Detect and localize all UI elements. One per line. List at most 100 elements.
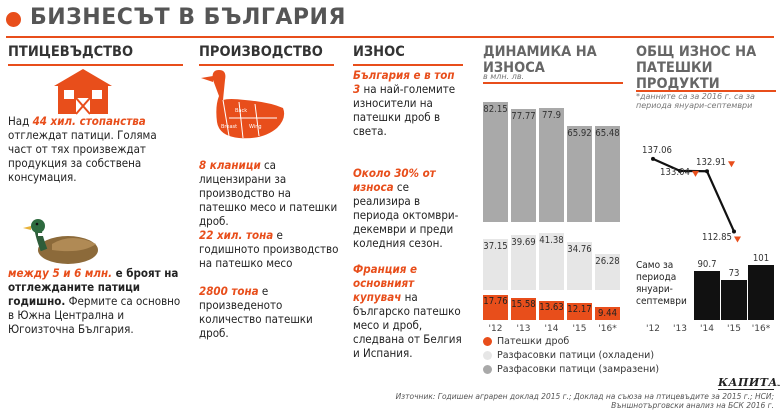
value-label: 34.76 xyxy=(567,244,592,256)
bar xyxy=(483,295,508,320)
duck-icon xyxy=(23,219,98,264)
col-heading-export: ИЗНОС xyxy=(353,44,405,60)
legend-item: Разфасовки патици (охладени) xyxy=(483,350,659,361)
value-label: 39.69 xyxy=(511,237,536,249)
logo-rule xyxy=(718,389,774,390)
value-label: 77.9 xyxy=(541,110,562,122)
line-value-label: 112.85 xyxy=(702,232,732,244)
x-tick-label: '16* xyxy=(598,324,617,334)
header-rule xyxy=(6,36,774,38)
header-dot xyxy=(6,12,21,27)
value-label: 17.76 xyxy=(483,296,508,308)
bar xyxy=(595,306,620,320)
source-note: Източник: Годишен аграрен доклад 2015 г.… xyxy=(395,392,774,410)
x-tick-label: '15 xyxy=(572,324,587,334)
bar xyxy=(748,264,774,320)
bar xyxy=(721,280,747,320)
col-underline xyxy=(483,82,623,84)
col-underline xyxy=(8,64,183,66)
liver-production-text: 2800 тона е произведеното количество пат… xyxy=(199,284,313,340)
duck-count-text: между 5 и 6 млн. е броят на отглежданите… xyxy=(8,266,181,336)
chart2-subtitle: *данните са за 2016 г. са за периода яну… xyxy=(636,92,755,110)
col-underline xyxy=(353,64,463,66)
bar xyxy=(595,126,620,222)
line-value-label: 132.91 xyxy=(696,157,726,169)
value-label: 12.17 xyxy=(567,303,592,315)
duck-cuts-icon: Back Breast Wing xyxy=(201,70,285,139)
chart1-legend: Патешки дроб Разфасовки патици (охладени… xyxy=(483,336,659,375)
x-tick-label: '16* xyxy=(751,324,771,334)
legend-item: Патешки дроб xyxy=(483,336,659,347)
legend-swatch xyxy=(483,337,492,346)
col-underline xyxy=(199,64,334,66)
line-point xyxy=(678,168,682,173)
bar xyxy=(539,232,564,290)
x-tick-label: '14 xyxy=(700,324,714,334)
line-value-label: 133.04 xyxy=(660,166,690,178)
line-plot xyxy=(651,156,741,243)
value-label: 41.38 xyxy=(539,234,564,246)
capital-logo: КАПИТАЛ xyxy=(718,376,780,389)
bar xyxy=(595,253,620,290)
col-underline xyxy=(636,90,776,92)
x-tick-label: '13 xyxy=(516,324,531,334)
legend-label: Патешки дроб xyxy=(497,336,570,347)
decline-marker xyxy=(692,170,699,177)
bar-value-label: 101 xyxy=(752,252,770,264)
bar xyxy=(511,298,536,320)
x-tick-label: '12 xyxy=(646,324,660,334)
value-label: 82.15 xyxy=(483,104,508,116)
bar xyxy=(539,108,564,222)
export-buyers-text: Франция е основният купувач на българско… xyxy=(353,262,462,360)
export-dynamics-chart: 17.76 37.15 82.15 '12 15.58 39.69 77.77 '13 13.6… xyxy=(483,82,628,342)
line-point xyxy=(651,156,655,161)
x-tick-label: '12 xyxy=(488,324,503,334)
duck-cut-label: Breast xyxy=(221,124,237,130)
barn-icon xyxy=(54,69,112,115)
decline-marker xyxy=(728,161,735,168)
bar xyxy=(567,242,592,290)
bar xyxy=(483,238,508,290)
slaughterhouses-text: 8 кланици са лицензирани за производство… xyxy=(199,158,338,228)
bar xyxy=(539,300,564,320)
legend-label: Разфасовки патици (замразени) xyxy=(497,364,660,375)
col-heading-production: ПРОИЗВОДСТВО xyxy=(199,44,323,60)
bar xyxy=(694,270,720,320)
value-label: 37.15 xyxy=(483,240,508,252)
value-label: 26.28 xyxy=(595,255,620,267)
value-label: 15.58 xyxy=(511,299,536,311)
value-label: 13.63 xyxy=(539,301,564,313)
x-tick-label: '14 xyxy=(544,324,559,334)
bar xyxy=(511,235,536,290)
chart2-title: ОБЩ ИЗНОС НА ПАТЕШКИ ПРОДУКТИ xyxy=(636,44,757,92)
bar-value-label: 90.7 xyxy=(697,258,717,270)
meat-production-text: 22 хил. тона е годишното производство на… xyxy=(199,228,339,270)
chart1-subtitle: в млн. лв. xyxy=(483,72,525,81)
line-point xyxy=(732,229,736,234)
x-tick-label: '15 xyxy=(727,324,741,334)
duck-cut-label: Wing xyxy=(249,124,262,130)
value-label: 65.48 xyxy=(595,128,620,140)
value-label: 9.44 xyxy=(597,307,618,319)
col-heading-poultry: ПТИЦЕВЪДСТВО xyxy=(8,44,134,60)
bar-value-label: 73 xyxy=(728,268,740,280)
line-point xyxy=(705,169,709,174)
legend-swatch xyxy=(483,351,492,360)
chart1-title: ДИНАМИКА НА ИЗНОСА xyxy=(483,44,597,76)
bar xyxy=(483,102,508,222)
bar-period-note: Само за периода януари-септември xyxy=(636,260,687,307)
x-tick-label: '13 xyxy=(673,324,687,334)
duck-cut-label: Back xyxy=(235,108,247,114)
export-season-text: Около 30% от износа се реализира в перио… xyxy=(353,166,459,250)
page-title: БИЗНЕСЪТ В БЪЛГАРИЯ xyxy=(30,5,346,30)
legend-item: Разфасовки патици (замразени) xyxy=(483,364,659,375)
bar xyxy=(511,108,536,222)
bar xyxy=(567,125,592,222)
legend-swatch xyxy=(483,365,492,374)
value-label: 77.77 xyxy=(511,110,536,122)
poultry-farms-text: Над 44 хил. стопанства отглеждат патици.… xyxy=(8,114,157,184)
export-rank-text: България е в топ 3 на най-големите износ… xyxy=(353,68,456,138)
total-export-chart: 137.06 133.04 132.91 112.85 90.7 73 101 Само за… xyxy=(636,110,780,342)
value-label: 65.92 xyxy=(567,127,592,139)
bar xyxy=(567,302,592,320)
